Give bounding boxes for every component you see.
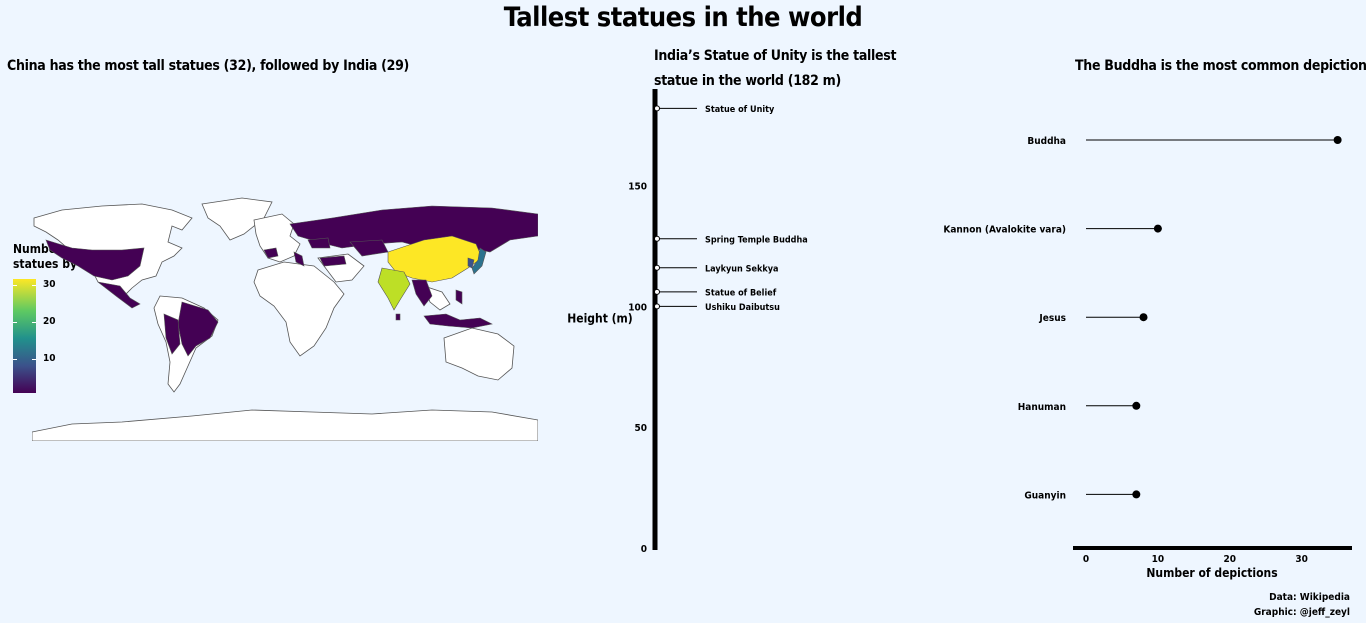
depiction-point — [1333, 136, 1342, 144]
depiction-category-label: Jesus — [1038, 313, 1066, 324]
depiction-point — [1139, 313, 1148, 322]
height-point-label: Ushiku Daibutsu — [705, 303, 780, 313]
height-chart-title: India’s Statue of Unity is the tallest s… — [654, 48, 897, 89]
depiction-x-tick-label: 20 — [1224, 554, 1237, 565]
map-italy — [293, 251, 305, 267]
height-y-tick-label: 0 — [641, 544, 647, 555]
depiction-category-label: Hanuman — [1018, 402, 1066, 413]
depiction-point — [1132, 401, 1141, 410]
map-kazakhstan — [349, 239, 389, 257]
map-usa — [45, 239, 145, 281]
height-point-label: Statue of Unity — [705, 105, 775, 115]
map-central-america — [97, 281, 141, 309]
depiction-x-axis-label: Number of depictions — [1146, 566, 1277, 580]
chart-title: Tallest statues in the world — [503, 2, 863, 33]
map-andes — [163, 313, 181, 355]
map-brazil — [177, 301, 219, 357]
world-map — [31, 196, 539, 442]
map-japan — [471, 247, 487, 275]
map-greenland — [201, 197, 273, 241]
height-point — [654, 105, 660, 112]
depiction-x-tick-label: 10 — [1152, 554, 1165, 565]
legend-colorbar — [13, 279, 36, 393]
depiction-category-label: Guanyin — [1024, 490, 1066, 501]
map-philippines — [455, 289, 463, 305]
map-turkey — [319, 255, 347, 267]
height-y-tick-label: 50 — [634, 423, 647, 434]
depiction-x-tick-label: 30 — [1295, 554, 1308, 565]
caption-source: Data: Wikipedia — [1269, 592, 1350, 603]
legend-tick-label: 20 — [43, 316, 56, 327]
height-chart: 0 50 100 150 Height (m) Statue of Unity Spring… — [567, 89, 808, 555]
map-subtitle: China has the most tall statues (32), fo… — [7, 58, 409, 74]
legend-tick-mark — [32, 322, 36, 323]
caption-author: Graphic: @jeff_zeyl — [1253, 607, 1350, 618]
height-y-axis-label: Height (m) — [567, 312, 633, 326]
height-point-label: Laykyun Sekkya — [705, 264, 778, 274]
height-point-label: Spring Temple Buddha — [705, 235, 808, 245]
depiction-category-label: Kannon (Avalokite vara) — [943, 225, 1066, 236]
height-point — [654, 288, 660, 295]
legend-tick-mark — [13, 322, 17, 323]
depiction-chart-title: The Buddha is the most common depiction — [1075, 58, 1366, 74]
map-africa — [253, 261, 345, 357]
map-indochina — [411, 279, 433, 307]
legend-tick-label: 30 — [43, 279, 56, 290]
depiction-point — [1132, 490, 1141, 499]
map-antarctica — [31, 409, 539, 442]
legend-tick-label: 10 — [43, 353, 56, 364]
height-point-label: Statue of Belief — [705, 288, 777, 298]
legend-tick-mark — [13, 285, 17, 286]
legend-tick-mark — [13, 359, 17, 360]
map-ukraine — [307, 237, 331, 249]
legend-tick-mark — [32, 359, 36, 360]
map-spain — [263, 247, 279, 259]
depiction-chart: Buddha Kannon (Avalokite vara) Jesus Hanuma… — [943, 136, 1352, 580]
height-y-tick-label: 100 — [628, 302, 647, 313]
height-point — [654, 264, 660, 271]
depiction-category-label: Buddha — [1027, 136, 1066, 147]
map-australia — [443, 327, 515, 381]
legend-tick-mark — [32, 285, 36, 286]
map-sri-lanka — [395, 313, 401, 321]
world-map-svg — [31, 197, 539, 442]
caption: Data: Wikipedia Graphic: @jeff_zeyl — [1254, 590, 1350, 620]
height-point — [654, 235, 660, 242]
height-point — [654, 303, 660, 310]
map-russia — [289, 205, 539, 253]
map-indonesia — [423, 313, 493, 329]
map-india — [377, 267, 411, 311]
height-y-tick-label: 150 — [628, 182, 647, 193]
depiction-x-tick-label: 0 — [1083, 554, 1089, 565]
depiction-point — [1153, 224, 1162, 233]
map-korea — [467, 257, 475, 269]
